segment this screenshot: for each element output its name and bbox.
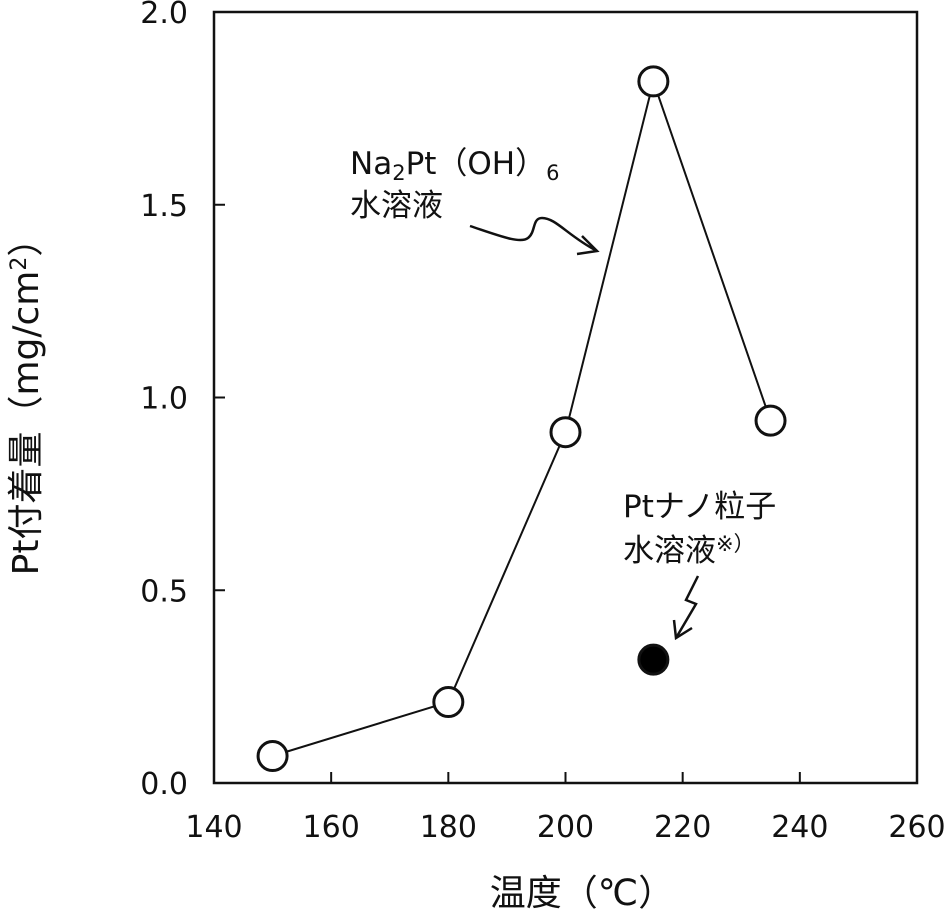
annotation-na2pt-arrow <box>469 216 598 253</box>
annotation-na2pt-line2: 水溶液 <box>350 188 443 224</box>
y-tick-label: 1.5 <box>140 189 188 224</box>
annotation-ptnano-line1: Ptナノ粒子 <box>623 489 776 525</box>
data-points <box>256 65 787 773</box>
series-line-0 <box>272 77 772 757</box>
y-tick-label: 2.0 <box>140 0 188 31</box>
x-tick-label: 180 <box>420 810 477 845</box>
series-lines <box>272 77 772 757</box>
data-point-open <box>256 740 289 773</box>
data-point-open <box>754 404 787 437</box>
data-point-open <box>549 416 582 449</box>
x-tick-label: 220 <box>654 810 711 845</box>
y-tick-label: 1.0 <box>140 382 188 417</box>
axis-ticks <box>213 11 918 784</box>
plot-area-frame <box>212 10 919 785</box>
x-axis-title: 温度（℃） <box>490 873 674 914</box>
annotation-na2pt-arrowhead <box>576 235 600 256</box>
x-tick-label: 260 <box>888 810 945 845</box>
y-tick-label: 0.0 <box>140 767 188 802</box>
data-point-filled <box>637 643 670 676</box>
x-tick-label: 240 <box>771 810 828 845</box>
annotation-ptnano-line2: 水溶液※） <box>623 532 755 569</box>
y-tick-label: 0.5 <box>140 574 188 609</box>
x-tick-label: 160 <box>303 810 360 845</box>
annotation-ptnano-arrowhead <box>672 619 693 641</box>
data-point-open <box>432 686 465 719</box>
y-axis-title: Pt付着量（mg/cm2） <box>6 221 47 576</box>
annotation-na2pt-line1: Na2Pt（OH）6 <box>350 146 560 185</box>
x-tick-label: 140 <box>185 810 242 845</box>
data-point-open <box>637 65 670 98</box>
axis-tick-labels: 140 160 180 200 220 240 260 0.0 0.5 1.0 1.5 2.0 <box>140 0 945 845</box>
x-tick-label: 200 <box>537 810 594 845</box>
annotation-ptnano-arrow <box>674 575 700 639</box>
